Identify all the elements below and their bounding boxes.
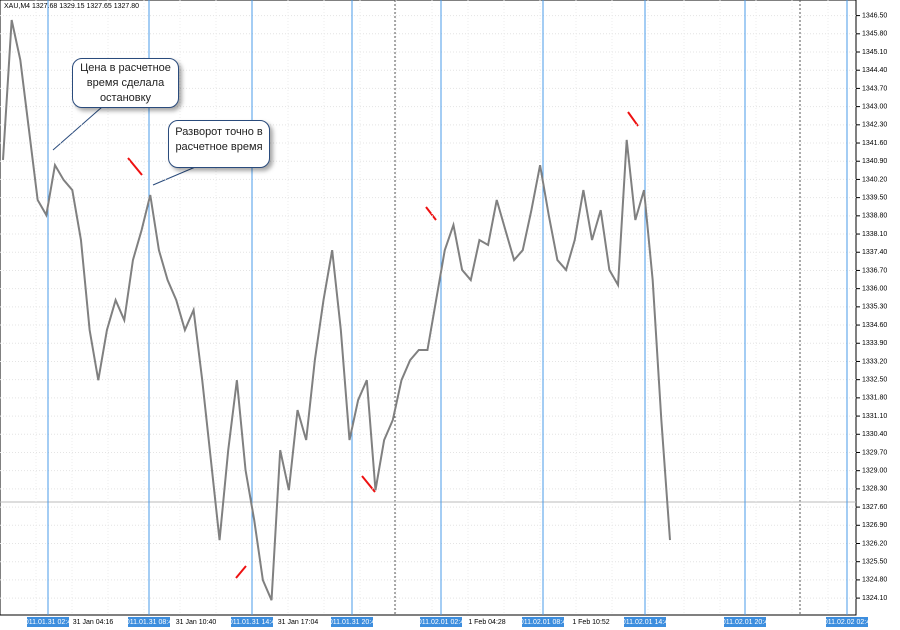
period-label: 2011.01.31 02:44 (21, 619, 75, 626)
y-tick-label: 1345.80 (862, 31, 887, 38)
y-tick-label: 1340.90 (862, 158, 887, 165)
y-tick-label: 1329.70 (862, 449, 887, 456)
callout: Разворот точно в расчетное время (168, 120, 270, 168)
y-tick-label: 1343.00 (862, 103, 887, 110)
x-tick-label: 1 Feb 10:52 (572, 619, 609, 626)
y-tick-label: 1329.00 (862, 468, 887, 475)
callout: Цена в расчетное время сделала остановку (72, 58, 179, 108)
period-label-bg (624, 617, 666, 627)
y-tick-label: 1336.70 (862, 267, 887, 274)
y-tick-label: 1324.10 (862, 595, 887, 602)
period-label: 2011.02.01 08:44 (516, 619, 570, 626)
period-label: 2011.02.01 20:44 (718, 619, 772, 626)
period-label-bg (724, 617, 766, 627)
y-tick-label: 1333.90 (862, 340, 887, 347)
y-tick-label: 1335.30 (862, 304, 887, 311)
x-tick-label: 31 Jan 10:40 (176, 619, 217, 626)
period-label-bg (128, 617, 170, 627)
period-label-bg (231, 617, 273, 627)
period-label-bg (420, 617, 462, 627)
y-tick-label: 1338.80 (862, 213, 887, 220)
y-tick-label: 1346.50 (862, 12, 887, 19)
price-line (2, 19, 671, 601)
y-tick-label: 1339.50 (862, 194, 887, 201)
period-label-bg (826, 617, 868, 627)
y-tick-label: 1331.10 (862, 413, 887, 420)
y-tick-label: 1328.30 (862, 486, 887, 493)
y-tick-label: 1338.10 (862, 231, 887, 238)
y-tick-label: 1340.20 (862, 176, 887, 183)
y-tick-label: 1342.30 (862, 122, 887, 129)
y-tick-label: 1333.20 (862, 358, 887, 365)
y-tick-label: 1330.40 (862, 431, 887, 438)
period-label: 2011.02.02 02:44 (820, 619, 874, 626)
y-tick-label: 1344.40 (862, 67, 887, 74)
callout-pointer (152, 164, 201, 186)
y-tick-label: 1325.50 (862, 559, 887, 566)
y-tick-label: 1326.20 (862, 540, 887, 547)
y-tick-label: 1345.10 (862, 49, 887, 56)
period-label: 2011.01.31 20:44 (325, 619, 379, 626)
period-label: 2011.01.31 14:44 (225, 619, 279, 626)
y-tick-label: 1324.80 (862, 577, 887, 584)
period-label: 2011.01.31 08:44 (122, 619, 176, 626)
y-tick-label: 1343.70 (862, 85, 887, 92)
y-tick-label: 1326.90 (862, 522, 887, 529)
x-tick-label: 31 Jan 17:04 (278, 619, 319, 626)
y-tick-label: 1327.60 (862, 504, 887, 511)
y-tick-label: 1337.40 (862, 249, 887, 256)
y-tick-label: 1334.60 (862, 322, 887, 329)
period-label-bg (331, 617, 373, 627)
y-tick-label: 1332.50 (862, 377, 887, 384)
period-label: 2011.02.01 14:44 (618, 619, 672, 626)
y-tick-label: 1331.80 (862, 395, 887, 402)
x-tick-label: 1 Feb 04:28 (468, 619, 505, 626)
period-label-bg (27, 617, 69, 627)
period-label-bg (522, 617, 564, 627)
y-tick-label: 1341.60 (862, 140, 887, 147)
y-tick-label: 1336.00 (862, 285, 887, 292)
x-tick-label: 31 Jan 04:16 (73, 619, 114, 626)
period-label: 2011.02.01 02:44 (414, 619, 468, 626)
